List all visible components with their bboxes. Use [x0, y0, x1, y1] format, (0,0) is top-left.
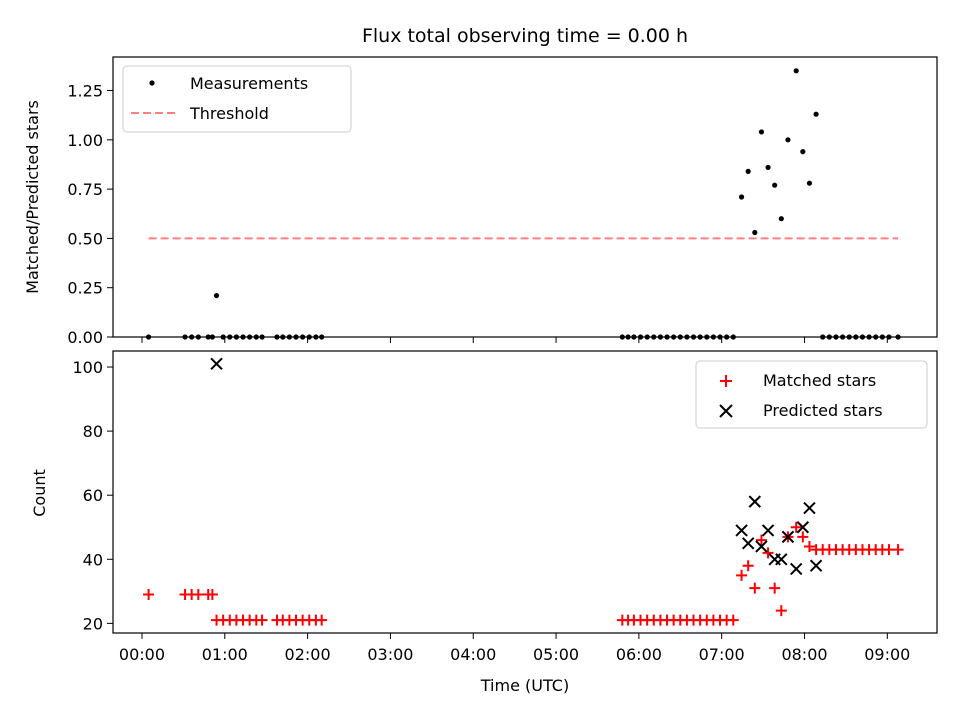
x-tick-label: 02:00	[285, 645, 331, 664]
bottom-y-tick-label: 40	[83, 550, 103, 569]
x-tick-label: 03:00	[367, 645, 413, 664]
matched-star-point	[892, 544, 904, 556]
x-tick-label: 09:00	[864, 645, 910, 664]
top-y-tick-label: 0.50	[67, 229, 103, 248]
measurement-point	[800, 149, 806, 155]
x-tick-label: 08:00	[781, 645, 827, 664]
predicted-star-point	[809, 559, 823, 572]
predicted-star-point	[748, 495, 762, 508]
bottom-panel: 20 40 60 80 100 00:00 01:00 02:00 03:00 04:00 05:…	[30, 350, 938, 695]
matched-star-point	[206, 589, 218, 601]
measurement-point	[778, 216, 784, 222]
bottom-y-tick-label: 80	[83, 422, 103, 441]
top-y-tick-label: 0.00	[67, 328, 103, 347]
matched-star-point	[742, 560, 754, 572]
top-y-tick-label: 0.75	[67, 180, 103, 199]
matched-star-point	[755, 534, 767, 546]
top-axes-frame	[112, 56, 938, 338]
matched-star-point	[316, 614, 328, 626]
measurement-point	[785, 137, 791, 143]
measurement-point	[772, 182, 778, 188]
predicted-star-point	[781, 530, 795, 544]
bottom-y-tick-label: 100	[72, 358, 103, 377]
top-legend-box	[122, 65, 352, 133]
top-y-tick-label: 1.25	[67, 82, 103, 101]
legend-measurements-marker	[149, 80, 155, 86]
legend-matched-label: Matched stars	[763, 371, 876, 390]
legend-matched-marker	[720, 375, 732, 387]
measurement-point	[745, 168, 751, 174]
top-y-ticks: 0.00 0.25 0.50 0.75 1.00 1.25	[67, 82, 113, 347]
predicted-stars-points	[210, 357, 823, 576]
predicted-star-point	[735, 524, 748, 537]
top-legend: Measurements Threshold	[122, 65, 352, 133]
legend-threshold-label: Threshold	[189, 104, 269, 123]
matched-star-point	[143, 589, 155, 601]
matched-star-point	[762, 547, 774, 559]
matched-star-point	[256, 614, 268, 626]
top-y-tick-label: 1.00	[67, 131, 103, 150]
measurement-point	[793, 68, 799, 74]
measurement-point	[738, 194, 745, 200]
measurement-point	[806, 180, 813, 186]
legend-predicted-marker	[719, 404, 733, 418]
x-tick-label: 05:00	[533, 645, 579, 664]
matched-star-point	[797, 531, 809, 543]
bottom-y-ticks: 20 40 60 80 100	[72, 358, 113, 633]
bottom-y-tick-label: 20	[83, 614, 103, 633]
bottom-legend-box	[695, 360, 928, 429]
matched-star-point	[749, 582, 761, 594]
x-axis-label: Time (UTC)	[480, 676, 569, 695]
matched-stars-points	[143, 521, 904, 626]
predicted-star-point	[741, 537, 755, 550]
top-panel: 0.00 0.25 0.50 0.75 1.00 1.25 Matched/Predict…	[23, 56, 938, 347]
x-tick-label: 06:00	[616, 645, 662, 664]
chart-title: Flux total observing time = 0.00 h	[362, 25, 688, 47]
measurement-point	[213, 292, 220, 299]
measurement-point	[813, 111, 819, 117]
matched-star-point	[192, 589, 204, 601]
top-y-tick-label: 0.25	[67, 279, 103, 298]
top-y-label: Matched/Predicted stars	[23, 100, 42, 294]
matched-star-point	[736, 569, 748, 581]
bottom-legend: Matched stars Predicted stars	[695, 360, 928, 429]
x-tick-label: 07:00	[699, 645, 745, 664]
predicted-star-point	[775, 553, 788, 566]
legend-measurements-label: Measurements	[190, 74, 308, 93]
x-tick-label: 01:00	[202, 645, 248, 664]
bottom-axes-frame	[112, 350, 938, 634]
matched-star-point	[803, 540, 815, 552]
bottom-x-ticks: 00:00 01:00 02:00 03:00 04:00 05:00 06:00 07:00…	[119, 633, 910, 664]
measurement-point	[752, 229, 758, 236]
matched-star-point	[769, 582, 781, 594]
matched-star-point	[775, 605, 787, 617]
predicted-star-point	[210, 357, 223, 371]
x-tick-label: 00:00	[119, 645, 165, 664]
matched-star-point	[790, 521, 802, 533]
predicted-star-point	[761, 524, 775, 537]
matched-star-point	[727, 614, 739, 626]
measurement-point	[758, 129, 765, 135]
bottom-y-tick-label: 60	[83, 486, 103, 505]
x-tick-label: 04:00	[450, 645, 496, 664]
predicted-star-point	[803, 501, 816, 515]
measurement-point	[765, 164, 771, 171]
predicted-star-point	[790, 562, 803, 576]
predicted-star-point	[796, 521, 810, 534]
predicted-star-point	[755, 540, 768, 553]
bottom-y-label: Count	[30, 469, 49, 517]
legend-predicted-label: Predicted stars	[763, 401, 883, 420]
